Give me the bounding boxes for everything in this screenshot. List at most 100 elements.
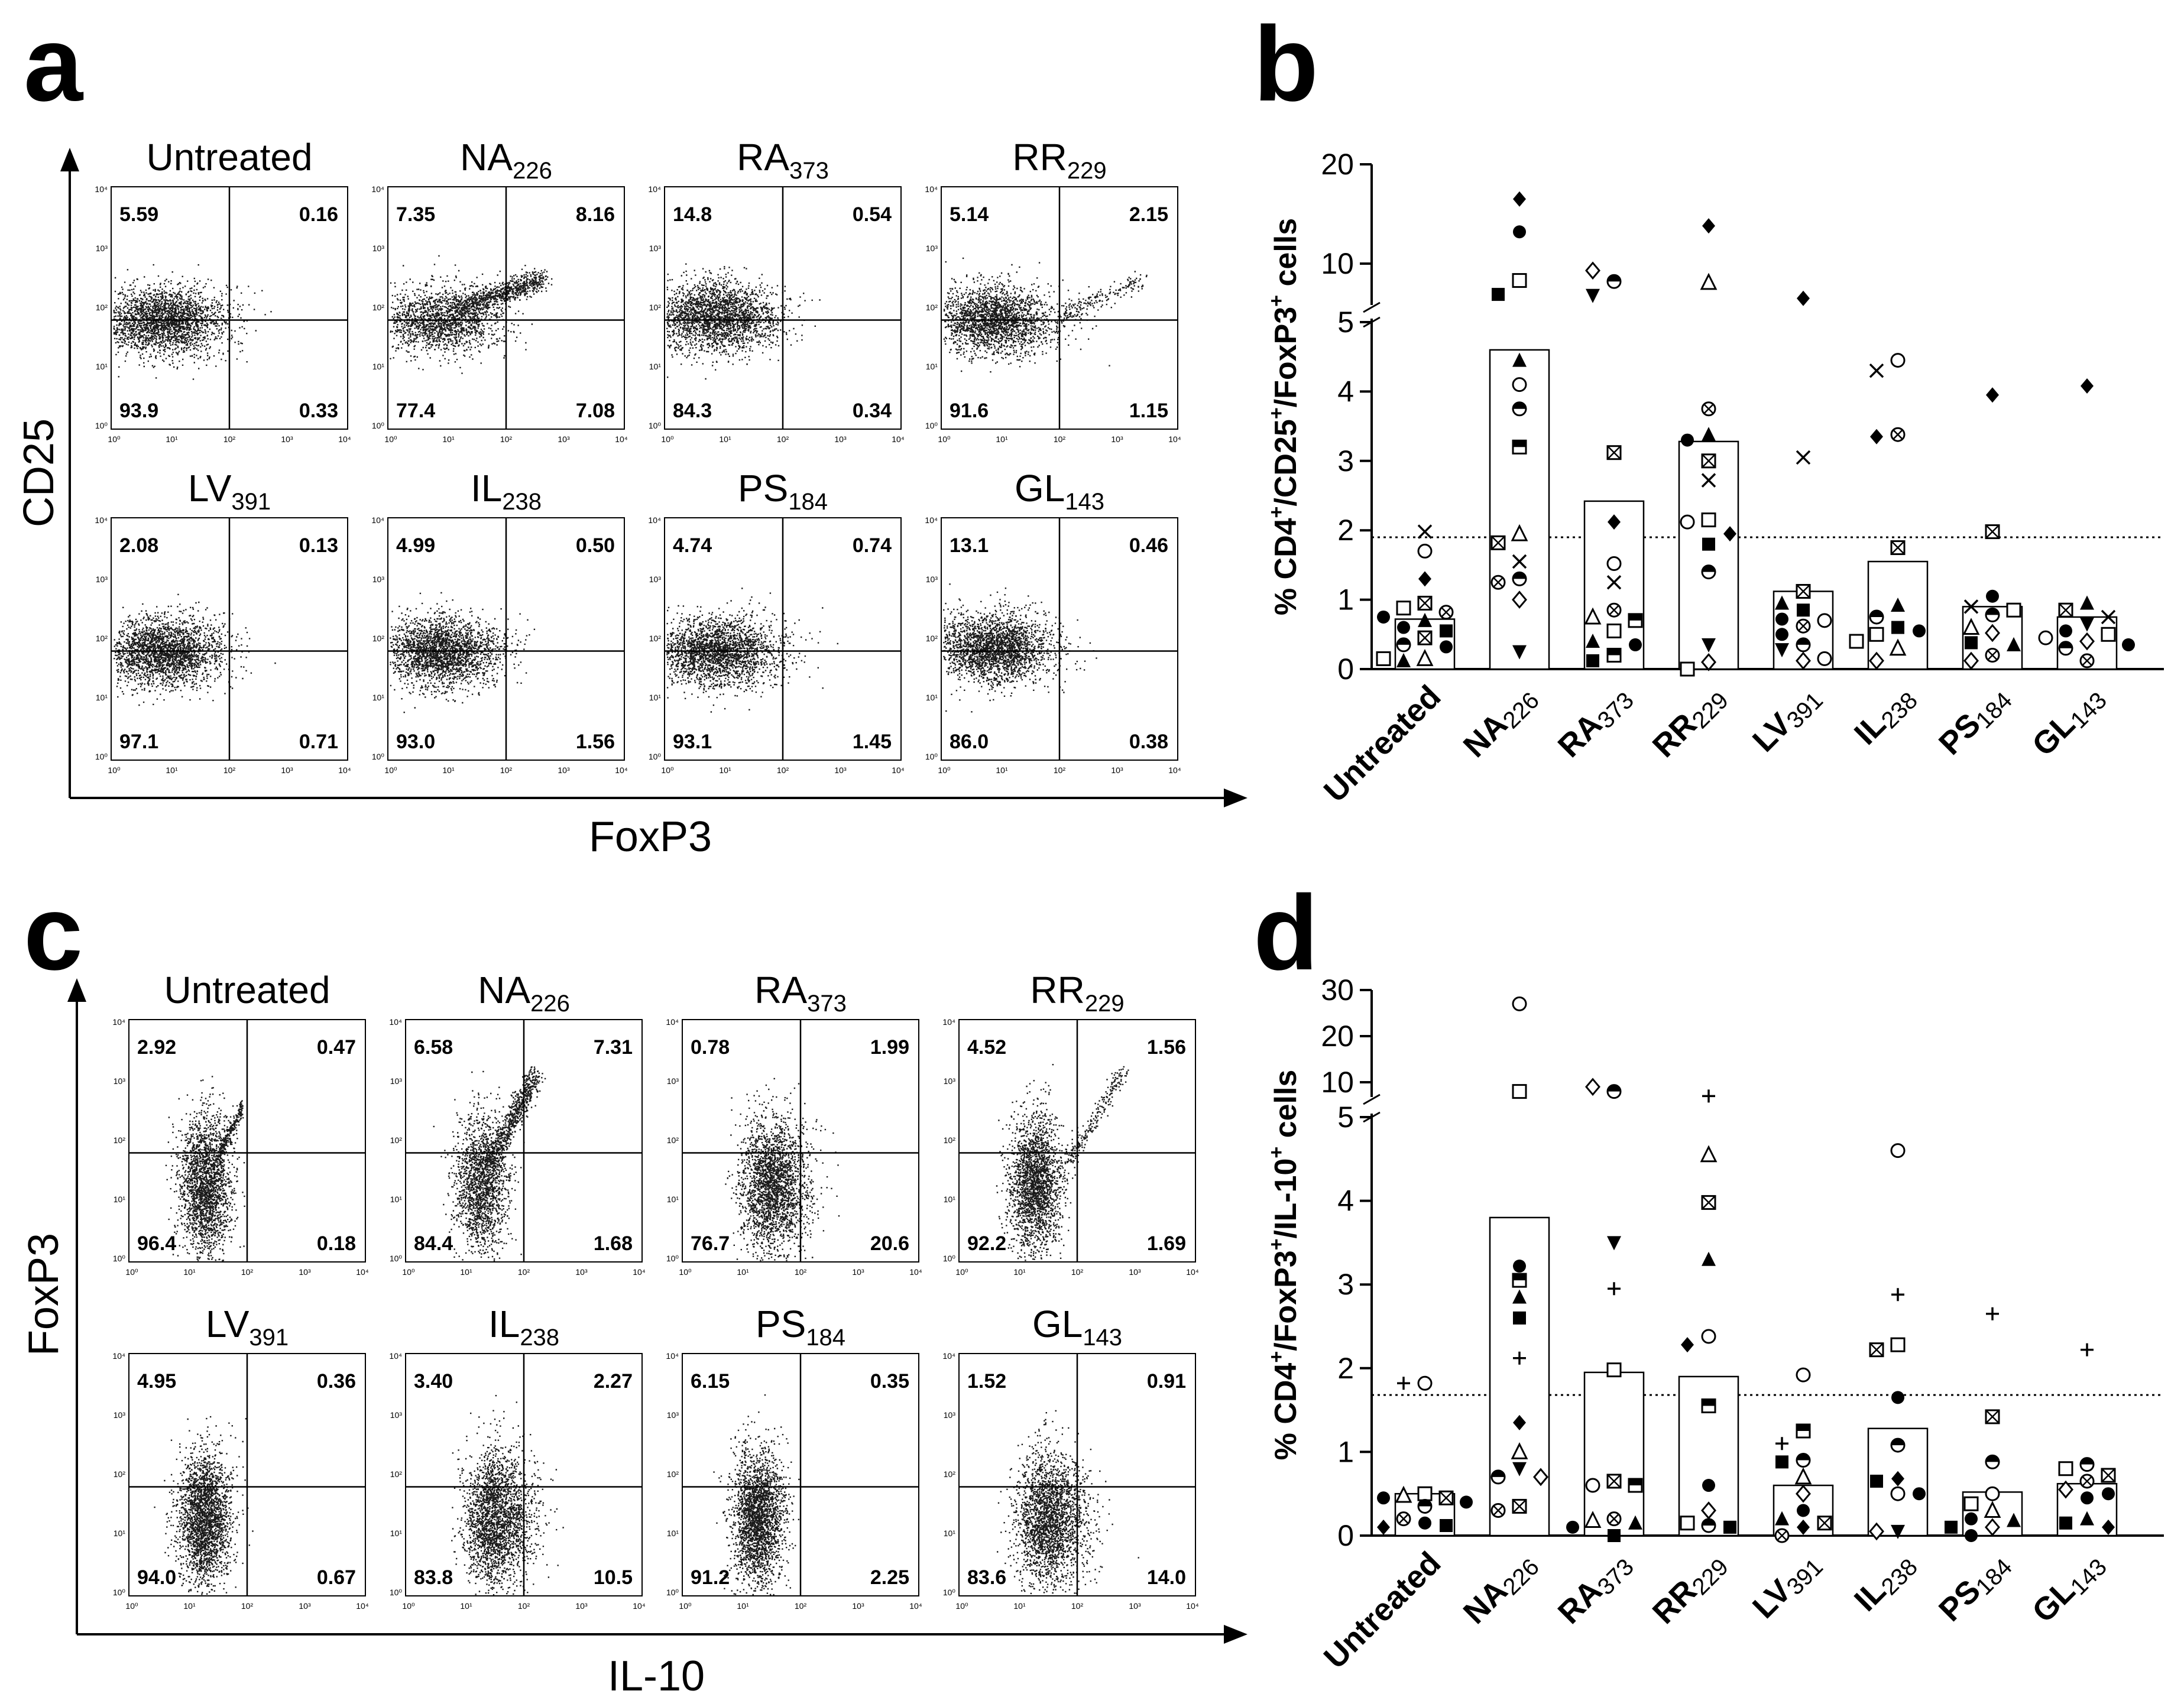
y-tick-label: 1: [1337, 583, 1354, 616]
data-point-sqf: [1440, 1519, 1453, 1533]
data-point-t: [1700, 272, 1718, 290]
points-group-ps184: [1962, 387, 2021, 670]
data-point-sqf: [1870, 1474, 1883, 1488]
data-point-dw: [1533, 1468, 1548, 1487]
y-tick-label: 10¹: [372, 693, 385, 702]
data-point-xs: [1606, 445, 1622, 460]
data-point-o: [1606, 556, 1622, 572]
quadrant-value-lower-left: 93.9: [119, 400, 158, 422]
x-tick-label: 10¹: [183, 1601, 196, 1611]
data-point-d: [1797, 290, 1810, 306]
y-axis-label: CD25: [15, 418, 63, 527]
y-axis-label: FoxP3: [20, 1233, 67, 1356]
data-point-ohalf: [1701, 564, 1716, 580]
x-tick-label: 10³: [281, 765, 293, 775]
y-tick-label: 10¹: [667, 1195, 679, 1204]
x-tick-label: 10⁴: [1186, 1267, 1199, 1277]
y-tick-label: 10¹: [114, 1528, 126, 1538]
category-label-na226: NA226: [1457, 679, 1544, 766]
x-axis-arrowhead: [1224, 1625, 1247, 1644]
y-tick-label: 10²: [372, 634, 385, 643]
x-tick-label: 10⁰: [679, 1267, 692, 1277]
flow-plot-title-name: IL: [488, 1303, 520, 1345]
quadrant-value-upper-left: 5.59: [119, 203, 158, 226]
x-tick-label: 10²: [777, 765, 789, 775]
x-tick-label: 10²: [223, 765, 236, 775]
data-point-sqf: [1608, 1529, 1621, 1542]
y-tick-label: 10³: [926, 575, 938, 584]
x-tick-label: 10³: [299, 1267, 311, 1277]
y-tick-label: 10¹: [649, 693, 662, 702]
quadrant-value-lower-left: 84.4: [414, 1232, 453, 1255]
data-point-ox: [1396, 1511, 1411, 1527]
y-tick-label: 10²: [944, 1469, 956, 1479]
data-point-ohalf: [1606, 1084, 1622, 1099]
quadrant-value-upper-right: 2.15: [1129, 203, 1168, 226]
y-tick-label: 10³: [114, 1410, 126, 1420]
flow-plot-title-subscript: 226: [530, 991, 570, 1017]
data-point-tdown: [1512, 1462, 1527, 1476]
data-point-sq: [1869, 627, 1884, 642]
quadrant-value-lower-right: 2.25: [870, 1566, 909, 1589]
quadrant-value-lower-right: 20.6: [870, 1232, 909, 1255]
data-point-sqf: [1775, 1455, 1788, 1469]
y-tick-label: 0: [1337, 1519, 1354, 1552]
quadrant-value-lower-left: 76.7: [691, 1232, 730, 1255]
x-tick-label: 10¹: [442, 765, 455, 775]
data-point-dot: [1397, 621, 1410, 634]
y-tick-label: 10¹: [96, 362, 108, 371]
quadrant-value-upper-left: 6.15: [691, 1370, 730, 1393]
quadrant-value-upper-right: 0.50: [576, 534, 615, 557]
flow-plot-events: [666, 263, 821, 380]
y-tick-label: 10²: [926, 634, 938, 643]
quadrant-value-lower-right: 1.56: [576, 731, 615, 753]
quadrant-value-upper-left: 6.58: [414, 1036, 453, 1059]
x-tick-label: 10¹: [996, 434, 1008, 444]
flow-plot-event-dots: [996, 1064, 1129, 1261]
data-point-ox: [1438, 605, 1454, 620]
y-tick-label: 10³: [667, 1076, 679, 1086]
quadrant-value-lower-left: 97.1: [119, 731, 158, 753]
data-point-o: [1417, 1375, 1433, 1391]
flow-plot-title-name: Untreated: [146, 136, 312, 179]
flow-plot-title: IL238: [471, 467, 542, 515]
flow-plot-rr229: RR229 4.52 1.56 92.2 1.69 10⁰ 10⁰ 10¹ 10¹ 10² 10² 1…: [942, 969, 1198, 1277]
y-tick-label: 10³: [649, 244, 662, 253]
flow-plot-title-subscript: 238: [520, 1325, 559, 1351]
quadrant-value-lower-right: 0.33: [299, 400, 338, 422]
x-tick-label: 10²: [795, 1601, 807, 1611]
data-point-dw: [2058, 1480, 2073, 1499]
data-point-xs: [1417, 630, 1433, 645]
y-tick-label: 10⁰: [649, 752, 662, 761]
data-point-d: [1986, 387, 1999, 403]
data-point-dw: [1512, 590, 1527, 609]
x-tick-label: 10⁴: [909, 1601, 922, 1611]
data-point-xs: [1985, 1409, 2000, 1424]
flow-plot-title: NA226: [460, 136, 552, 184]
quadrant-value-lower-right: 0.38: [1129, 731, 1168, 753]
data-point-ox: [1606, 602, 1622, 618]
y-tick-label: 10⁰: [390, 1254, 403, 1263]
panel-letter-b: b: [1253, 5, 1318, 124]
data-point-xs: [1606, 1474, 1622, 1489]
y-axis-label-part: cells: [1269, 218, 1303, 295]
data-point-plus: [1397, 1377, 1410, 1390]
y-tick-label: 10⁴: [95, 184, 108, 194]
data-point-ohalf: [1490, 1469, 1506, 1485]
x-tick-label: 10³: [281, 434, 293, 444]
quadrant-value-upper-right: 1.99: [870, 1036, 909, 1059]
data-point-ox: [1490, 575, 1506, 590]
quadrant-value-upper-left: 4.95: [137, 1370, 176, 1393]
flow-plot-event-dots: [113, 264, 272, 380]
data-point-d: [1891, 1471, 1904, 1487]
data-point-ohalf: [1396, 637, 1411, 653]
x-tick-label: 10⁰: [384, 434, 397, 444]
flow-plot-events: [113, 264, 272, 380]
quadrant-value-upper-right: 7.31: [594, 1036, 633, 1059]
x-tick-label: 10⁴: [892, 434, 905, 444]
y-tick-label: 10⁴: [942, 1351, 955, 1361]
x-tick-label: 10¹: [737, 1267, 749, 1277]
x-tick-label: 10¹: [183, 1267, 196, 1277]
x-tick-label: 10⁴: [356, 1601, 369, 1611]
